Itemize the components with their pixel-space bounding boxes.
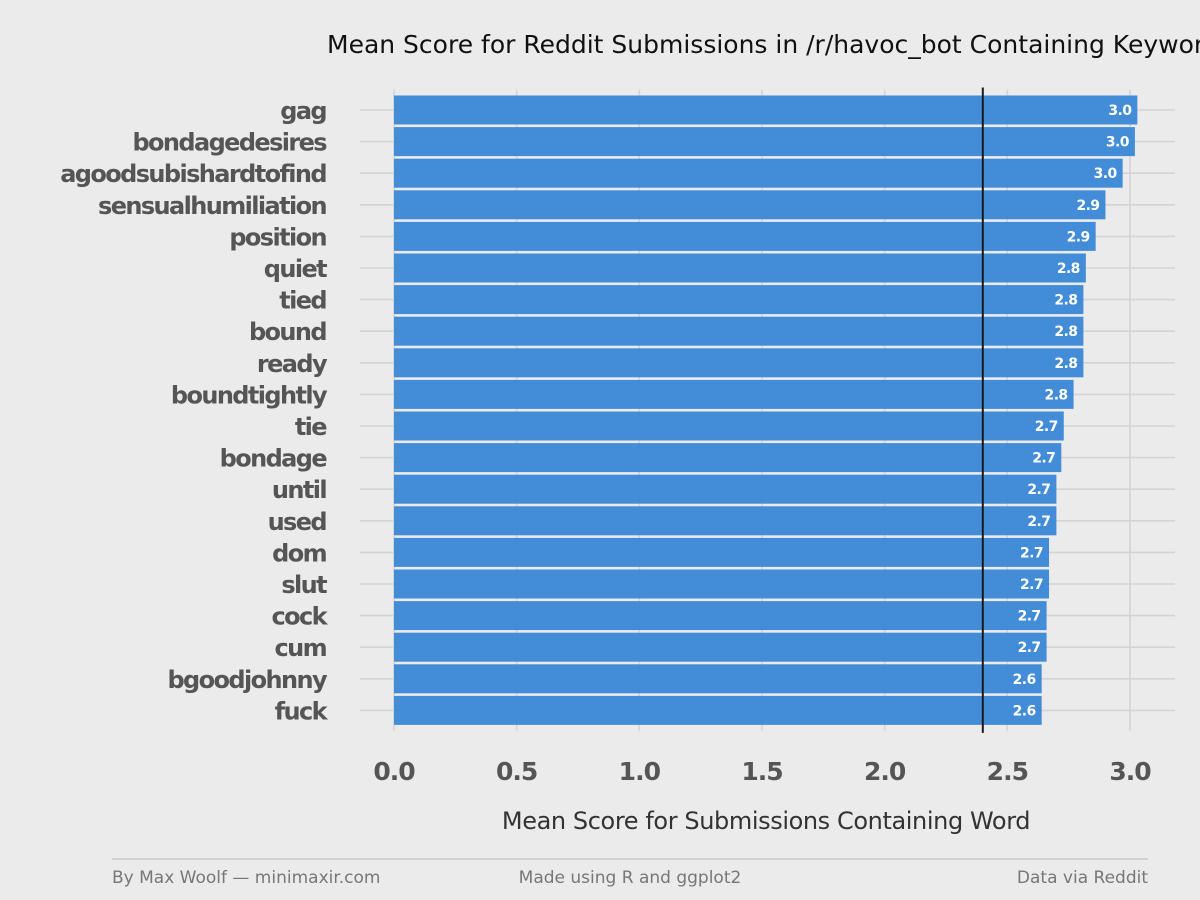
bar bbox=[394, 474, 1057, 504]
footer-tool: Made using R and ggplot2 bbox=[519, 868, 742, 888]
category-label: gag bbox=[280, 97, 326, 125]
category-label: boundtightly bbox=[171, 381, 328, 409]
category-label: sensualhumiliation bbox=[98, 192, 326, 220]
bar bbox=[394, 601, 1047, 631]
bar-value-label: 2.9 bbox=[1076, 198, 1099, 214]
category-label: tie bbox=[295, 413, 327, 441]
bar bbox=[394, 95, 1138, 125]
category-label: quiet bbox=[264, 255, 327, 283]
bar-value-label: 2.7 bbox=[1018, 609, 1041, 625]
bar bbox=[394, 221, 1096, 251]
bar bbox=[394, 127, 1135, 157]
bar-value-label: 2.6 bbox=[1013, 672, 1036, 688]
category-label: position bbox=[229, 223, 326, 251]
bar-value-label: 2.9 bbox=[1067, 229, 1090, 245]
x-tick-label: 2.5 bbox=[987, 757, 1028, 786]
category-labels: gag bondagedesires agoodsubishardtofind sen… bbox=[60, 97, 330, 725]
bar bbox=[394, 285, 1084, 315]
bar-value-label: 2.7 bbox=[1018, 640, 1041, 656]
bar-value-label: 2.7 bbox=[1027, 482, 1050, 498]
bar bbox=[394, 190, 1106, 220]
footer-source: Data via Reddit bbox=[1017, 868, 1148, 888]
bar-value-label: 2.8 bbox=[1054, 356, 1077, 372]
category-label: bondage bbox=[220, 445, 328, 473]
bar-value-label: 2.7 bbox=[1020, 545, 1043, 561]
category-label: fuck bbox=[275, 697, 329, 725]
bars bbox=[394, 95, 1138, 725]
bar-value-label: 2.8 bbox=[1054, 293, 1077, 309]
category-label: bound bbox=[249, 318, 326, 346]
bar-value-label: 2.7 bbox=[1020, 577, 1043, 593]
bar-value-label: 2.8 bbox=[1045, 387, 1068, 403]
bar bbox=[394, 253, 1086, 283]
category-label: cock bbox=[271, 603, 328, 631]
bar bbox=[394, 664, 1042, 694]
category-label: until bbox=[272, 476, 326, 504]
category-label: slut bbox=[281, 571, 327, 599]
bar-value-label: 2.7 bbox=[1027, 514, 1050, 530]
chart-title: Mean Score for Reddit Submissions in /r/… bbox=[327, 30, 1200, 59]
category-label: cum bbox=[274, 634, 326, 662]
bar-value-label: 3.0 bbox=[1108, 103, 1132, 119]
bar-value-label: 3.0 bbox=[1106, 135, 1130, 151]
category-label: ready bbox=[257, 350, 328, 378]
bar bbox=[394, 537, 1050, 567]
bar bbox=[394, 443, 1062, 473]
category-label: bondagedesires bbox=[132, 129, 327, 157]
bar bbox=[394, 695, 1042, 725]
category-label: bgoodjohnny bbox=[167, 666, 327, 694]
bar bbox=[394, 379, 1074, 409]
bar bbox=[394, 158, 1123, 188]
x-tick-label: 1.5 bbox=[741, 757, 782, 786]
bar bbox=[394, 632, 1047, 662]
bar bbox=[394, 316, 1084, 346]
bar-value-label: 2.7 bbox=[1035, 419, 1058, 435]
x-tick-labels: 0.0 0.5 1.0 1.5 2.0 2.5 3.0 bbox=[373, 757, 1152, 786]
category-label: tied bbox=[279, 287, 326, 315]
data-labels: 3.0 3.0 3.0 2.9 2.9 2.8 2.8 2.8 2.8 2.8 2.7 2.7 2.7 2… bbox=[1013, 103, 1133, 719]
x-tick-label: 1.0 bbox=[619, 757, 661, 786]
bar bbox=[394, 348, 1084, 378]
bar-value-label: 2.7 bbox=[1032, 451, 1055, 467]
bar bbox=[394, 569, 1050, 599]
footer-credit: By Max Woolf — minimaxir.com bbox=[112, 868, 381, 888]
x-tick-label: 2.0 bbox=[864, 757, 906, 786]
bar-value-label: 2.8 bbox=[1057, 261, 1080, 277]
x-tick-label: 0.0 bbox=[373, 757, 415, 786]
x-axis-title: Mean Score for Submissions Containing Wo… bbox=[502, 807, 1030, 835]
bar-value-label: 3.0 bbox=[1094, 166, 1118, 182]
x-tick-label: 0.5 bbox=[496, 757, 537, 786]
bar-value-label: 2.6 bbox=[1013, 703, 1036, 719]
category-label: dom bbox=[272, 539, 326, 567]
x-tick-label: 3.0 bbox=[1109, 757, 1151, 786]
bar bbox=[394, 411, 1064, 441]
category-label: used bbox=[268, 508, 327, 536]
category-label: agoodsubishardtofind bbox=[60, 160, 326, 188]
bar-value-label: 2.8 bbox=[1054, 324, 1077, 340]
bar bbox=[394, 506, 1057, 536]
